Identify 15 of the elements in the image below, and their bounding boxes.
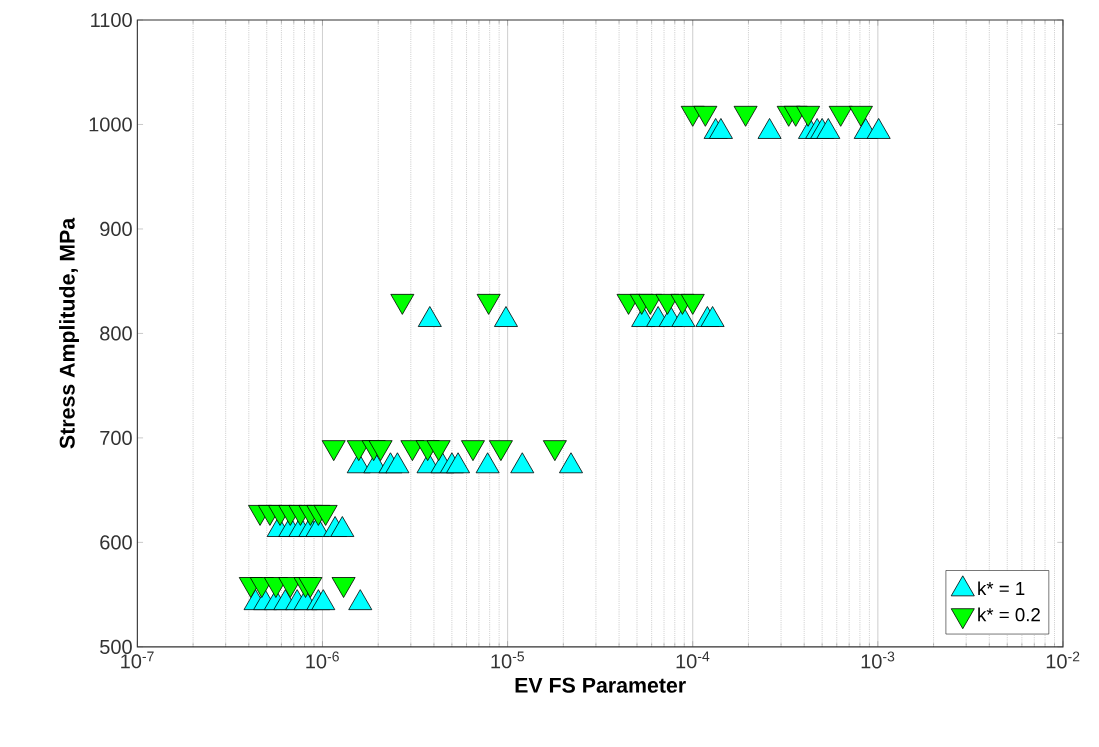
x-axis-title: EV FS Parameter <box>515 677 686 693</box>
y-tick-label: 1100 <box>91 12 132 28</box>
y-tick-label: 800 <box>100 326 132 341</box>
x-tick-label: 10$^{-6}$ <box>306 651 339 669</box>
x-tick-label: 10$^{-3}$ <box>861 651 895 669</box>
y-tick-label: 700 <box>100 430 132 446</box>
y-tick-label: 600 <box>100 535 132 550</box>
y-axis-title: Stress Amplitude, MPa <box>59 217 79 449</box>
legend-label: k* = 1 <box>978 581 1025 595</box>
y-tick-label: 1000 <box>89 117 132 132</box>
x-tick-label: 10$^{-2}$ <box>1046 651 1080 669</box>
x-tick-label: 10$^{-4}$ <box>676 651 710 669</box>
x-tick-label: 10$^{-5}$ <box>491 651 525 669</box>
y-tick-label: 900 <box>100 221 132 237</box>
legend-label: k* = 0.2 <box>978 607 1040 622</box>
